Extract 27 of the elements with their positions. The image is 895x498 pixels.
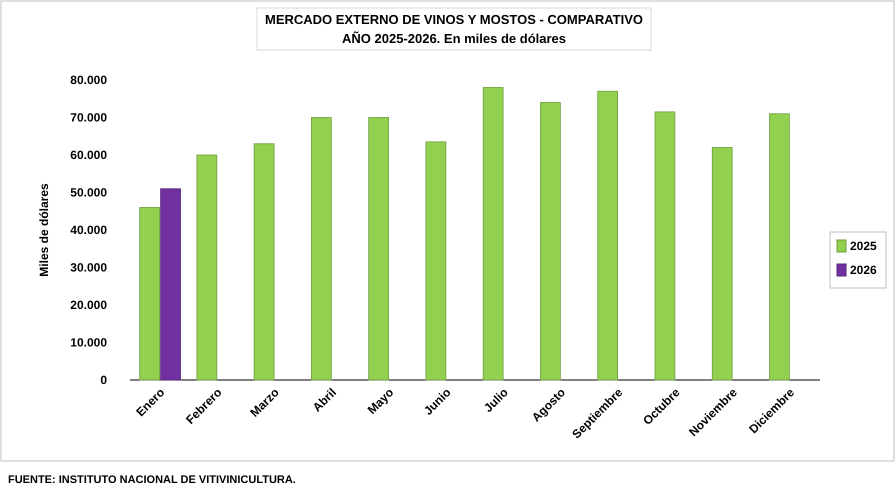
source-note: FUENTE: INSTITUTO NACIONAL DE VITIVINICULTURA. [8,474,296,486]
chart-title: MERCADO EXTERNO DE VINOS Y MOSTOS - COMPARATIVO AÑO 2025-2026. En miles de dólares [264,12,644,46]
y-tick-label: 10.000 [70,335,108,350]
bar [654,111,676,380]
y-tick-label: 50.000 [70,185,108,200]
bar [540,102,561,380]
y-tick-label: 80.000 [70,72,108,87]
bar [368,117,389,380]
bar [426,141,446,380]
y-tick-label: 60.000 [70,148,108,162]
legend-label: 2025 [850,239,878,253]
bar [160,188,181,380]
bar [712,147,733,380]
bar [196,154,218,380]
bar [254,143,274,380]
bar [482,87,504,380]
y-axis-title: Miles de dólares [37,182,51,277]
y-tick-label: 30.000 [70,260,108,274]
bar [139,207,160,380]
y-tick-label: 0 [100,372,108,387]
y-tick-label: 70.000 [70,110,108,124]
bar [769,113,790,380]
bar [597,90,618,380]
bar [311,117,332,380]
legend-label: 2026 [850,263,878,277]
y-tick-label: 40.000 [70,222,108,237]
y-tick-label: 20.000 [70,298,108,312]
